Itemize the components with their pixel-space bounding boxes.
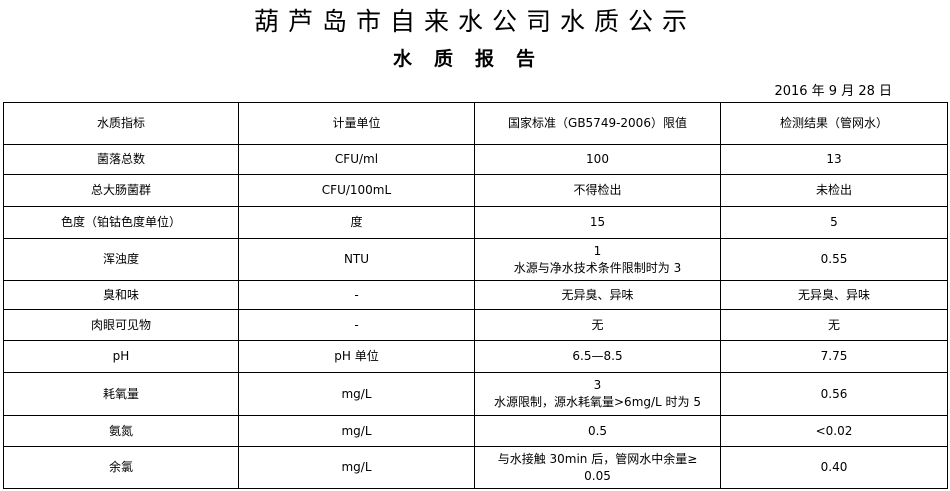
cell-standard-limit: 与水接触 30min 后，管网水中余量≥ 0.05: [474, 446, 721, 489]
table-row: 色度（铂钴色度单位）度 15 5: [3, 206, 948, 239]
cell-unit: -: [238, 280, 475, 310]
cell-result: 无异臭、异味: [720, 280, 948, 310]
table-row: 浑浊度 NTU 1 水源与净水技术条件限制时为 3 0.55: [3, 238, 948, 281]
header-result: 检测结果（管网水）: [720, 102, 948, 145]
header-standard-limit: 国家标准（GB5749-2006）限值: [474, 102, 721, 145]
table-row: 菌落总数 CFU/ml 100 13: [3, 144, 948, 175]
table-header-row: 水质指标 计量单位 国家标准（GB5749-2006）限值 检测结果（管网水）: [3, 102, 948, 145]
cell-unit: CFU/100mL: [238, 174, 475, 207]
cell-result: 0.56: [720, 372, 948, 416]
cell-unit: mg/L: [238, 415, 475, 447]
cell-standard-limit: 无: [474, 309, 721, 341]
header-unit: 计量单位: [238, 102, 475, 145]
table-row: 氨氮 mg/L 0.5 <0.02: [3, 415, 948, 447]
cell-standard-limit: 不得检出: [474, 174, 721, 207]
cell-standard-limit: 1 水源与净水技术条件限制时为 3: [474, 238, 721, 281]
page-title: 葫芦岛市自来水公司水质公示: [253, 7, 696, 36]
cell-unit: CFU/ml: [238, 144, 475, 175]
cell-result: 0.55: [720, 238, 948, 281]
cell-unit: mg/L: [238, 372, 475, 416]
table-row: 总大肠菌群 CFU/100mL 不得检出 未检出: [3, 174, 948, 207]
cell-standard-limit: 100: [474, 144, 721, 175]
cell-result: 7.75: [720, 340, 948, 373]
table-row: pH pH 单位 6.5—8.5 7.75: [3, 340, 948, 373]
table-row: 臭和味 - 无异臭、异味 无异臭、异味: [3, 280, 948, 310]
header-indicator: 水质指标: [3, 102, 239, 145]
cell-indicator: 肉眼可见物: [3, 309, 239, 341]
cell-indicator: 色度（铂钴色度单位）: [3, 206, 239, 239]
report-subtitle: 水质报告: [392, 48, 557, 70]
cell-standard-limit: 0.5: [474, 415, 721, 447]
cell-indicator: 氨氮: [3, 415, 239, 447]
cell-indicator: 总大肠菌群: [3, 174, 239, 207]
cell-unit: mg/L: [238, 446, 475, 489]
table-row: 余氯 mg/L 与水接触 30min 后，管网水中余量≥ 0.05 0.40: [3, 446, 948, 489]
cell-result: 无: [720, 309, 948, 341]
cell-unit: -: [238, 309, 475, 341]
cell-indicator: 菌落总数: [3, 144, 239, 175]
cell-standard-limit: 3 水源限制，源水耗氧量>6mg/L 时为 5: [474, 372, 721, 416]
cell-result: 13: [720, 144, 948, 175]
cell-unit: NTU: [238, 238, 475, 281]
cell-result: 0.40: [720, 446, 948, 489]
water-quality-table: 水质指标 计量单位 国家标准（GB5749-2006）限值 检测结果（管网水） 菌落总数…: [3, 102, 948, 489]
cell-result: 5: [720, 206, 948, 239]
cell-indicator: 浑浊度: [3, 238, 239, 281]
table-row: 耗氧量 mg/L 3 水源限制，源水耗氧量>6mg/L 时为 5 0.56: [3, 372, 948, 416]
cell-standard-limit: 15: [474, 206, 721, 239]
cell-standard-limit: 6.5—8.5: [474, 340, 721, 373]
cell-result: <0.02: [720, 415, 948, 447]
table-row: 肉眼可见物 - 无无: [3, 309, 948, 341]
report-date: 2016 年 9 月 28 日: [774, 84, 892, 99]
cell-result: 未检出: [720, 174, 948, 207]
cell-indicator: 臭和味: [3, 280, 239, 310]
cell-unit: pH 单位: [238, 340, 475, 373]
cell-indicator: 余氯: [3, 446, 239, 489]
cell-unit: 度: [238, 206, 475, 239]
cell-indicator: pH: [3, 340, 239, 373]
cell-indicator: 耗氧量: [3, 372, 239, 416]
cell-standard-limit: 无异臭、异味: [474, 280, 721, 310]
